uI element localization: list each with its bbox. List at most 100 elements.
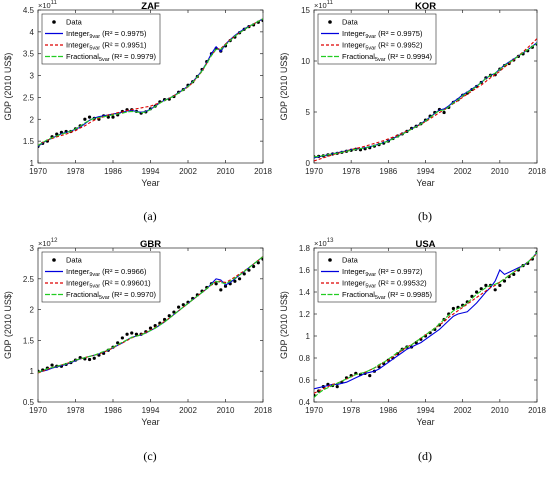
legend-label: Fractional5var (R² = 0.9970) <box>66 290 157 301</box>
data-point <box>162 317 167 322</box>
series-line-fractional5var <box>314 42 537 158</box>
panel-gbr: 0.5 1 1.5 2 2.5 3 1970 1978 1986 1994 2002 2010 2018… <box>3 238 272 463</box>
data-point <box>111 115 115 119</box>
y-tick-label: 0.5 <box>23 398 35 407</box>
y-tick-label: 1.5 <box>23 137 35 146</box>
data-point <box>87 357 92 362</box>
legend: Data Integer9var (R² = 0.9975)Integer5var(… <box>41 13 161 65</box>
x-tick-label: 2002 <box>179 406 197 415</box>
data-point <box>130 331 134 335</box>
legend-label: Data <box>66 256 83 265</box>
y-exponent: ×1011 <box>314 0 334 10</box>
y-tick-label: 2 <box>30 115 35 124</box>
data-point <box>484 283 488 287</box>
legend-label: Fractional5var (R² = 0.9979) <box>66 52 157 63</box>
y-tick-label: 1.8 <box>299 244 311 253</box>
legend: Data Integer9var (R² = 0.9966)Integer5var(… <box>41 251 161 303</box>
data-point <box>493 288 497 292</box>
legend-marker-data <box>52 258 56 262</box>
series-line-integer9var <box>314 252 537 390</box>
x-axis-label: Year <box>141 178 159 188</box>
x-tick-label: 1970 <box>29 406 47 415</box>
y-axis-label: GDP (2010 US$) <box>3 291 13 359</box>
x-tick-label: 1994 <box>417 406 435 415</box>
y-tick-label: 2.5 <box>23 93 35 102</box>
y-tick-label: 4 <box>30 28 35 37</box>
data-point <box>475 290 479 294</box>
panel-title: USA <box>415 239 435 250</box>
x-tick-label: 2002 <box>454 167 472 176</box>
data-point <box>256 261 260 265</box>
data-point <box>237 277 242 281</box>
panel-caption: (a) <box>143 209 156 223</box>
data-point <box>261 257 263 261</box>
data-point <box>177 305 181 309</box>
y-tick-label: 1 <box>30 159 35 168</box>
series-line-integer5var <box>38 18 263 146</box>
data-point <box>83 117 87 121</box>
legend-label: Data <box>342 256 359 265</box>
x-tick-label: 1978 <box>67 167 85 176</box>
x-axis-label: Year <box>141 417 159 427</box>
legend: Data Integer9var (R² = 0.9972)Integer5var(… <box>317 251 437 303</box>
data-point <box>125 332 129 336</box>
x-axis-label: Year <box>416 417 434 427</box>
panel-kor: 0 5 10 15 1970 1978 1986 1994 2002 2010 2018 ×1011 K… <box>279 0 546 223</box>
data-point <box>172 310 176 314</box>
y-exponent: ×1012 <box>38 238 58 248</box>
legend-label: Fractional5var (R² = 0.9985) <box>342 290 433 301</box>
x-tick-label: 2010 <box>491 406 509 415</box>
legend-box <box>41 251 161 303</box>
data-point <box>219 288 223 292</box>
y-tick-label: 0.8 <box>299 354 311 363</box>
data-point <box>368 374 372 378</box>
y-tick-label: 4.5 <box>23 6 35 15</box>
y-tick-label: 15 <box>301 6 310 15</box>
legend-label: Integer9var (R² = 0.9966) <box>66 267 147 278</box>
legend-label: Integer5var (R² = 0.9951) <box>66 41 147 52</box>
y-tick-label: 0.6 <box>299 376 311 385</box>
x-tick-label: 1986 <box>104 167 122 176</box>
x-tick-label: 1978 <box>67 406 85 415</box>
x-tick-label: 2018 <box>528 167 546 176</box>
y-tick-label: 1.5 <box>23 336 35 345</box>
x-tick-label: 2018 <box>528 406 546 415</box>
y-tick-label: 1.2 <box>299 310 311 319</box>
y-tick-label: 3 <box>30 72 35 81</box>
data-point <box>247 268 251 272</box>
legend-label: Integer9var (R² = 0.9975) <box>66 29 147 40</box>
data-point <box>252 264 256 269</box>
y-tick-label: 1.4 <box>299 288 311 297</box>
legend-label: Data <box>342 18 359 27</box>
data-point <box>414 341 418 345</box>
x-tick-label: 1970 <box>305 406 323 415</box>
data-point <box>50 363 54 367</box>
data-point <box>512 272 516 276</box>
x-tick-label: 1978 <box>342 406 360 415</box>
data-point <box>167 314 171 318</box>
panel-caption: (d) <box>418 449 432 463</box>
panel-title: GBR <box>140 239 161 250</box>
x-tick-label: 1970 <box>29 167 47 176</box>
data-point <box>479 287 483 291</box>
data-point <box>502 279 507 283</box>
x-tick-label: 1994 <box>142 406 160 415</box>
y-axis-label: GDP (2010 US$) <box>279 291 289 359</box>
y-tick-label: 1 <box>30 367 35 376</box>
panel-title: KOR <box>415 1 436 12</box>
y-tick-label: 1 <box>306 332 311 341</box>
y-tick-label: 3.5 <box>23 50 35 59</box>
series-line-fractional5var <box>38 18 263 146</box>
series-group <box>314 250 537 398</box>
data-point <box>120 336 124 340</box>
panel-caption: (c) <box>143 449 156 463</box>
legend-label: Integer9var (R² = 0.9972) <box>342 267 423 278</box>
series-line-fractional5var <box>314 252 537 398</box>
data-point <box>92 356 96 360</box>
series-group <box>314 38 537 162</box>
x-tick-label: 2018 <box>254 406 272 415</box>
x-tick-label: 1978 <box>342 167 360 176</box>
y-exponent: ×1011 <box>38 0 58 10</box>
legend-label: Fractional5var (R² = 0.9994) <box>342 52 433 63</box>
